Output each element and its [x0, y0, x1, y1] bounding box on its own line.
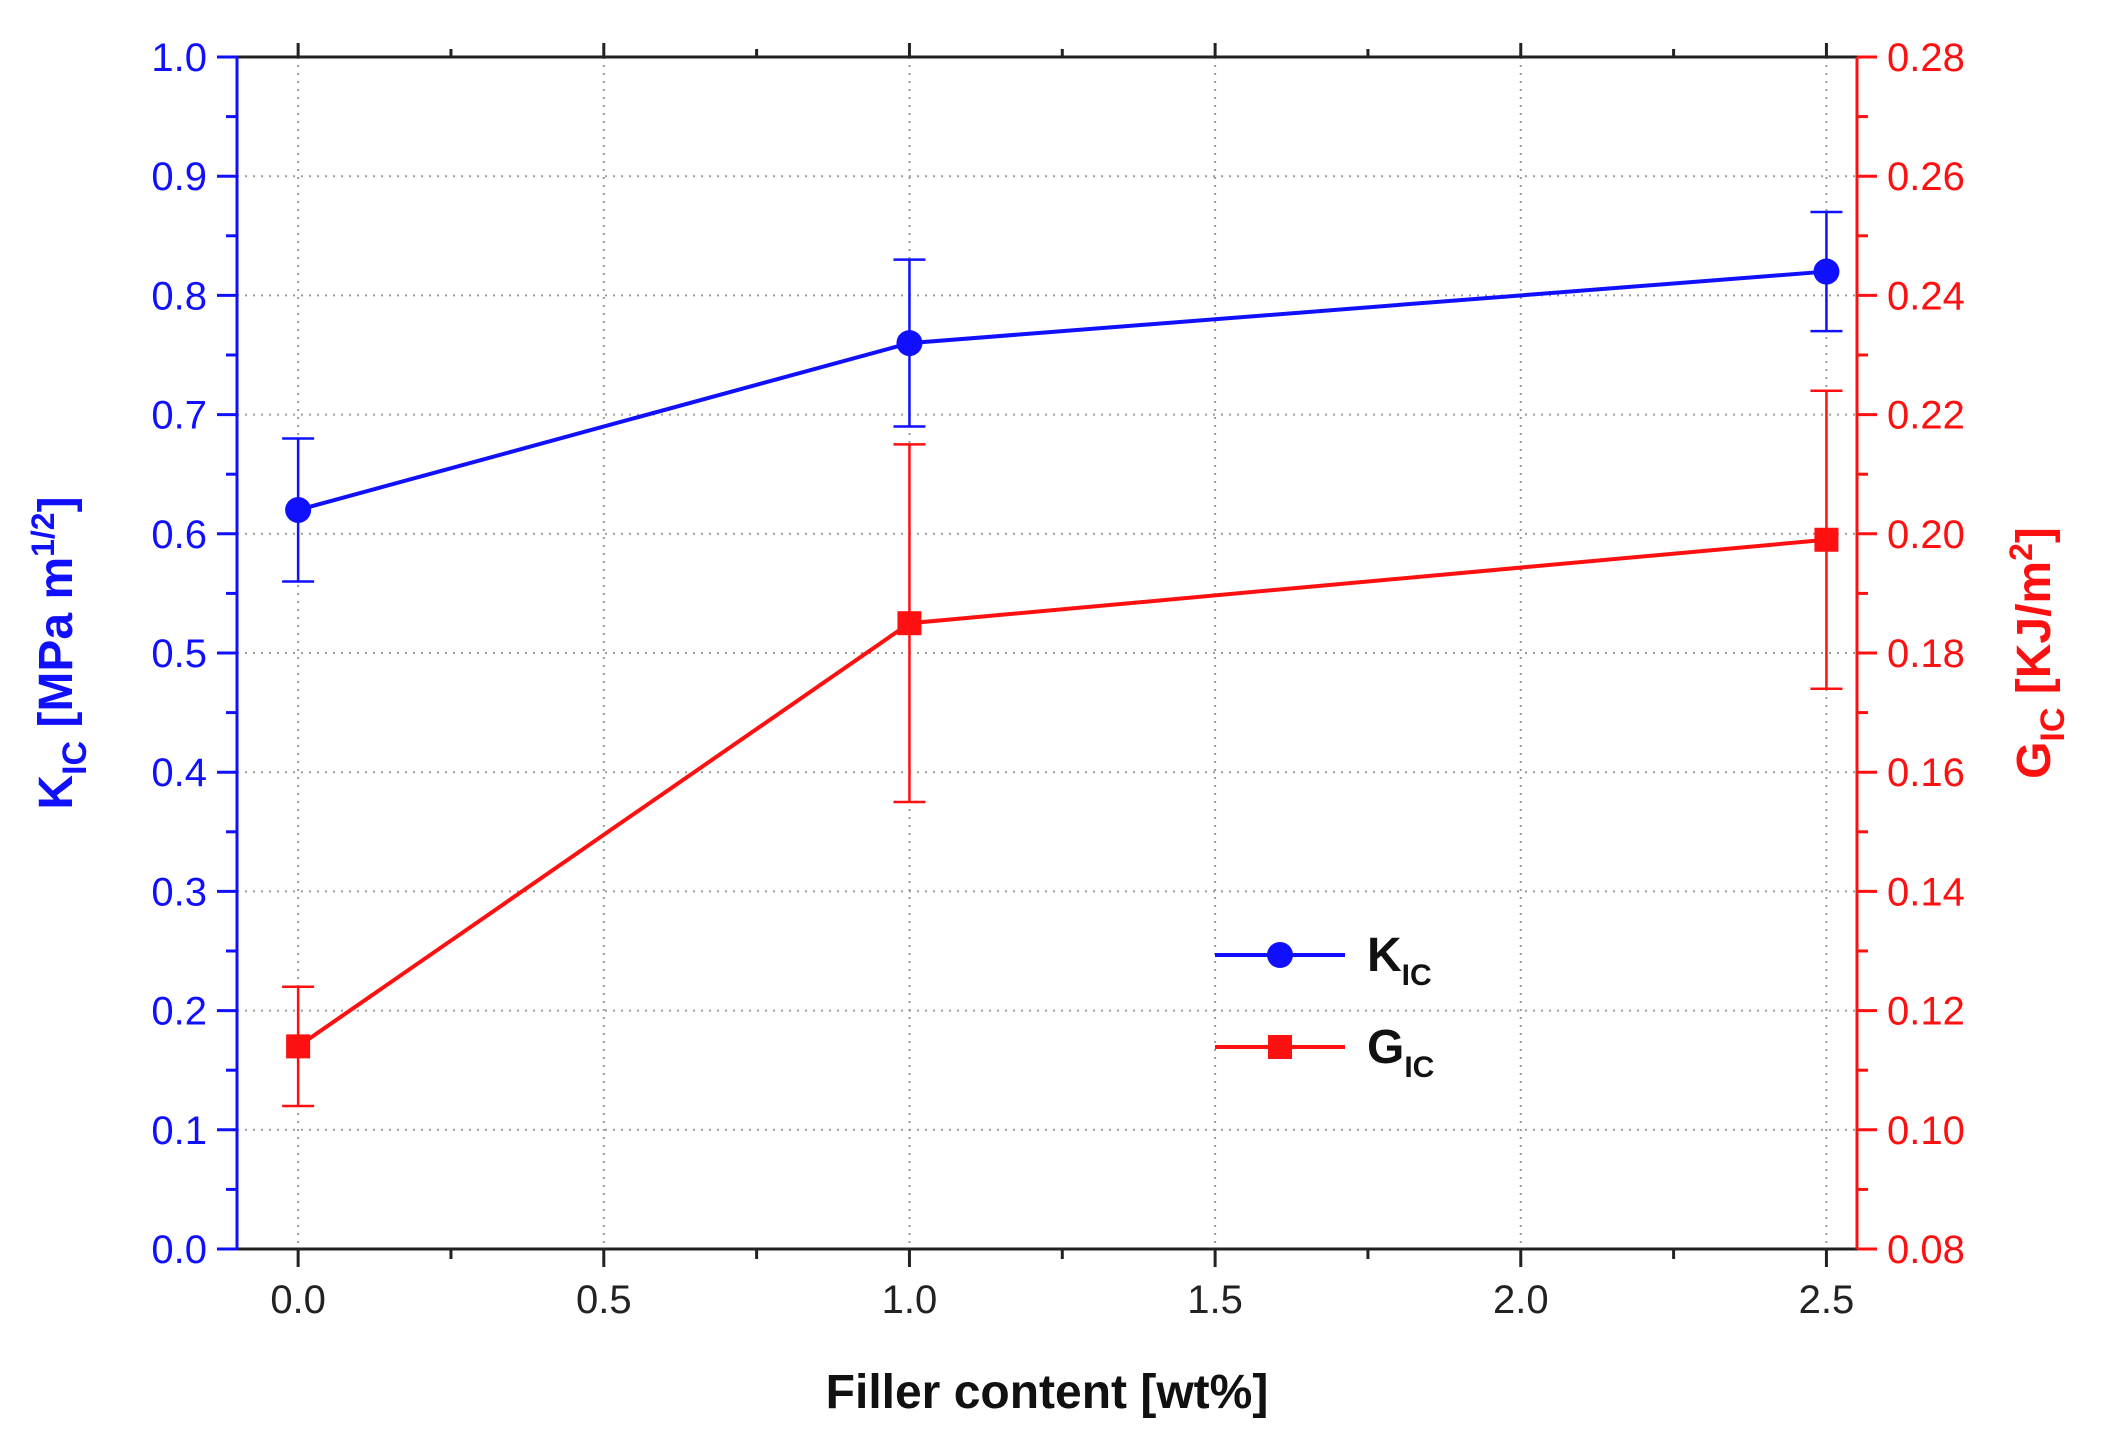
series-kic — [282, 210, 1843, 583]
y-left-axis-title-sup: 1/2 — [25, 512, 61, 556]
y-left-axis-title-sub: IC — [56, 741, 94, 775]
y-right-axis-title-rest: [KJ/m — [2008, 561, 2061, 708]
y-right-tick-label: 0.10 — [1887, 1109, 1965, 1153]
legend-label-sub: IC — [1402, 959, 1432, 992]
y-right-tick-label: 0.14 — [1887, 870, 1965, 914]
y-right-tick-label: 0.26 — [1887, 155, 1965, 199]
y-left-axis-title-end: ] — [30, 496, 83, 512]
y-right-tick-label: 0.18 — [1887, 632, 1965, 676]
y-left-tick-label: 0.1 — [151, 1109, 207, 1153]
series-line — [296, 537, 1827, 1049]
legend-label-sub: IC — [1404, 1051, 1434, 1084]
data-point-square — [286, 1034, 311, 1059]
legend-label: KIC — [1367, 929, 1432, 992]
y-left-tick-label: 0.3 — [151, 870, 207, 914]
y-left-tick-label: 1.0 — [151, 36, 207, 80]
y-left-tick-label: 0.0 — [151, 1228, 207, 1272]
y-right-axis-title-sup: 2 — [2003, 543, 2039, 561]
y-right-tick-label: 0.12 — [1887, 990, 1965, 1034]
y-left-tick-label: 0.7 — [151, 394, 207, 438]
y-left-axis-title-rest: [MPa m — [30, 557, 83, 741]
grid-lines — [237, 57, 1857, 1249]
data-point-square — [1814, 527, 1839, 552]
y-left-tick-label: 0.2 — [151, 990, 207, 1034]
y-left-tick-label: 0.6 — [151, 513, 207, 557]
y-right-tick-label: 0.22 — [1887, 394, 1965, 438]
x-axis-title: Filler content [wt%] — [826, 1366, 1269, 1419]
x-tick-label: 2.0 — [1493, 1278, 1549, 1322]
legend-label: GIC — [1367, 1021, 1434, 1084]
legend-marker-square — [1268, 1035, 1292, 1059]
series-gic — [282, 389, 1843, 1108]
y-right-axis-title: GIC [KJ/m2] — [2003, 527, 2072, 779]
legend-marker-circle — [1267, 942, 1293, 968]
y-right-tick-label: 0.24 — [1887, 274, 1965, 318]
data-series — [282, 210, 1843, 1108]
data-point-circle — [1813, 258, 1840, 285]
y-right-tick-label: 0.08 — [1887, 1228, 1965, 1272]
x-tick-label: 0.0 — [270, 1278, 326, 1322]
x-tick-label: 1.0 — [882, 1278, 938, 1322]
x-tick-label: 2.5 — [1799, 1278, 1855, 1322]
y-left-tick-label: 0.5 — [151, 632, 207, 676]
x-tick-label: 1.5 — [1187, 1278, 1243, 1322]
legend-label-main: G — [1367, 1021, 1404, 1074]
y-right-tick-label: 0.28 — [1887, 36, 1965, 80]
legend-item: KIC — [1215, 929, 1432, 992]
y-left-tick-label: 0.9 — [151, 155, 207, 199]
y-right-axis-title-sub: IC — [2034, 708, 2072, 742]
y-right-axis-title-main: G — [2008, 742, 2061, 779]
axes: 0.0 0.5 1.0 1.5 2.0 2.5 0.0 0.1 0.2 0.3 0.4 0.5 0.6 0… — [151, 36, 1964, 1322]
y-left-axis-title: KIC [MPa m1/2] — [25, 496, 94, 809]
y-left-axis-title-main: K — [30, 775, 83, 810]
y-right-axis-title-end: ] — [2008, 527, 2061, 543]
legend-label-main: K — [1367, 929, 1402, 982]
data-point-circle — [896, 330, 923, 357]
y-left-tick-label: 0.8 — [151, 274, 207, 318]
y-right-tick-label: 0.16 — [1887, 751, 1965, 795]
series-line — [297, 269, 1827, 512]
y-left-tick-label: 0.4 — [151, 751, 207, 795]
y-right-tick-label: 0.20 — [1887, 513, 1965, 557]
x-tick-label: 0.5 — [576, 1278, 632, 1322]
data-point-square — [897, 611, 922, 636]
axis-titles: Filler content [wt%]KIC [MPa m1/2]GIC [K… — [25, 496, 2072, 1419]
data-point-circle — [285, 496, 312, 523]
legend-item: GIC — [1215, 1021, 1434, 1084]
